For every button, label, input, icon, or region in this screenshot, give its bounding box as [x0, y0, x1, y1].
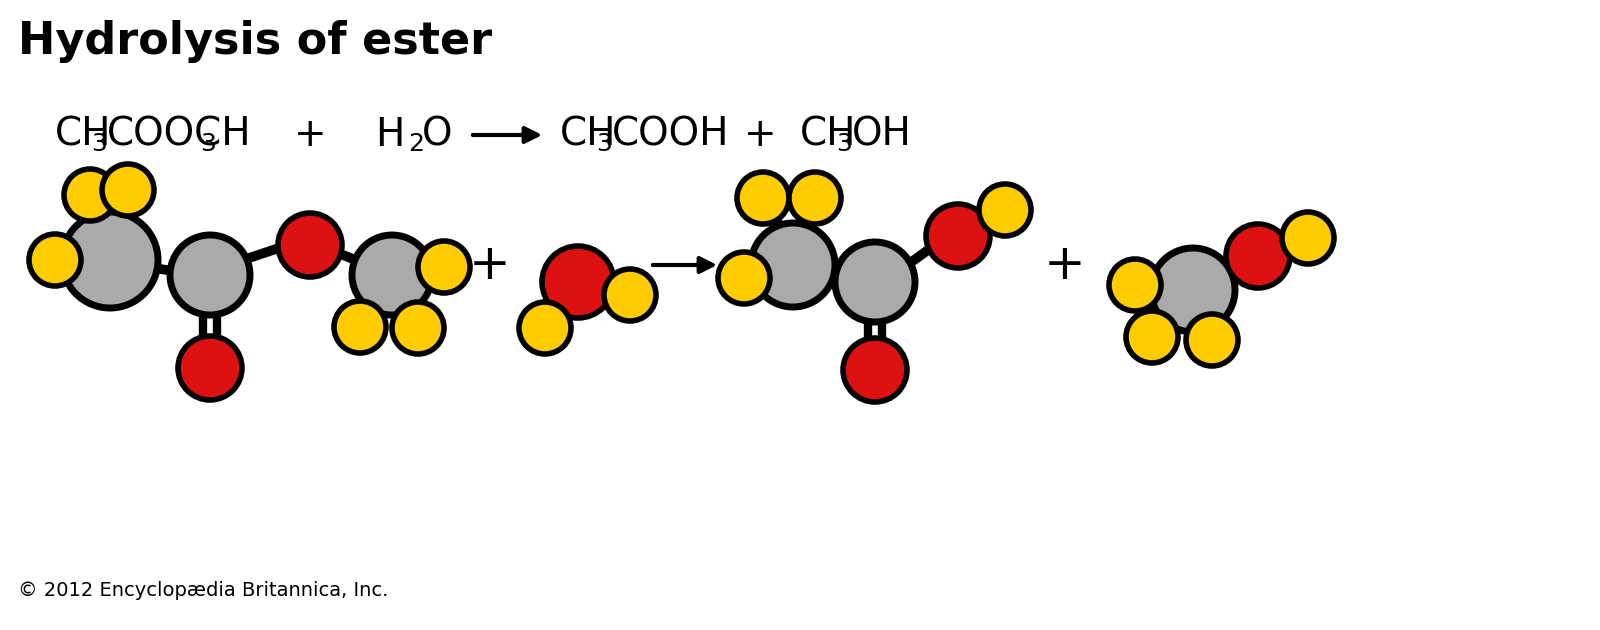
Circle shape — [1282, 212, 1334, 264]
Text: H: H — [374, 116, 405, 154]
Text: CH: CH — [800, 116, 856, 154]
Circle shape — [1226, 224, 1290, 288]
Text: © 2012 Encyclopædia Britannica, Inc.: © 2012 Encyclopædia Britannica, Inc. — [18, 581, 389, 600]
Text: Hydrolysis of ester: Hydrolysis of ester — [18, 20, 493, 63]
Text: 3: 3 — [595, 132, 611, 156]
Circle shape — [605, 269, 656, 321]
Circle shape — [64, 169, 115, 221]
Circle shape — [518, 302, 571, 354]
Circle shape — [392, 302, 445, 354]
Circle shape — [102, 164, 154, 216]
Text: CH: CH — [54, 116, 112, 154]
Circle shape — [278, 213, 342, 277]
Text: 2: 2 — [408, 132, 424, 156]
Circle shape — [979, 184, 1030, 236]
Circle shape — [718, 252, 770, 304]
Text: 3: 3 — [835, 132, 851, 156]
Circle shape — [352, 235, 432, 315]
Circle shape — [843, 338, 907, 402]
Circle shape — [1186, 314, 1238, 366]
Circle shape — [62, 212, 158, 308]
Text: O: O — [422, 116, 453, 154]
Text: +: + — [469, 241, 510, 289]
Circle shape — [334, 301, 386, 353]
Circle shape — [1109, 259, 1162, 311]
Text: +: + — [1045, 241, 1086, 289]
Circle shape — [926, 204, 990, 268]
Text: COOCH: COOCH — [107, 116, 251, 154]
Circle shape — [29, 234, 82, 286]
Text: COOH: COOH — [611, 116, 730, 154]
Text: 3: 3 — [200, 132, 216, 156]
Circle shape — [178, 336, 242, 400]
Text: +: + — [294, 116, 326, 154]
Circle shape — [542, 246, 614, 318]
Circle shape — [835, 242, 915, 322]
Text: +: + — [744, 116, 776, 154]
Text: CH: CH — [560, 116, 616, 154]
Circle shape — [738, 172, 789, 224]
Circle shape — [789, 172, 842, 224]
Circle shape — [1150, 248, 1235, 332]
Circle shape — [418, 241, 470, 293]
Text: 3: 3 — [91, 132, 107, 156]
Circle shape — [170, 235, 250, 315]
Circle shape — [1126, 311, 1178, 363]
Circle shape — [750, 223, 835, 307]
Text: OH: OH — [851, 116, 912, 154]
